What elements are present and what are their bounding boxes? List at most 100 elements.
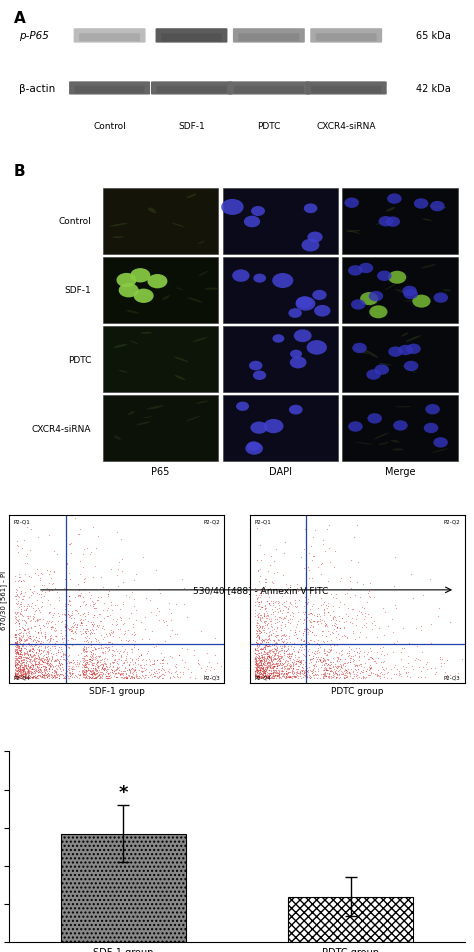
Point [17, 644, 24, 659]
Point [91, 669, 99, 684]
Point [259, 665, 266, 681]
Point [61, 638, 68, 653]
Point [274, 663, 282, 678]
Point [114, 665, 122, 681]
Point [107, 635, 114, 650]
Point [271, 666, 279, 682]
Point [27, 629, 34, 645]
Point [158, 645, 165, 661]
Point [117, 649, 125, 664]
Point [273, 659, 281, 674]
Point [45, 662, 53, 677]
Point [73, 652, 80, 667]
Point [44, 646, 52, 662]
Point [330, 662, 337, 677]
Point [132, 656, 139, 671]
Point [50, 639, 57, 654]
Point [280, 662, 288, 677]
Point [268, 669, 275, 684]
Point [323, 657, 331, 672]
Point [364, 606, 371, 622]
Point [23, 647, 31, 663]
Point [268, 665, 276, 681]
Point [212, 647, 219, 663]
Point [42, 656, 50, 671]
Point [43, 664, 51, 679]
Ellipse shape [205, 288, 219, 290]
Point [28, 665, 36, 681]
Point [260, 654, 268, 669]
Point [106, 655, 113, 670]
Point [265, 650, 273, 665]
Point [295, 659, 303, 674]
Point [255, 605, 263, 621]
Point [80, 662, 87, 677]
Point [282, 669, 290, 684]
Point [321, 664, 328, 680]
Point [310, 607, 318, 623]
Point [15, 641, 22, 656]
Point [45, 652, 52, 667]
Text: P2-Q4: P2-Q4 [14, 675, 30, 680]
Point [115, 663, 123, 678]
Point [132, 603, 140, 618]
Circle shape [147, 275, 167, 289]
Point [81, 644, 89, 659]
Point [310, 659, 317, 674]
Point [120, 670, 128, 685]
Point [30, 662, 37, 677]
Point [33, 650, 40, 665]
Point [271, 642, 279, 657]
Point [26, 644, 33, 659]
Point [82, 655, 90, 670]
Point [288, 654, 296, 669]
Point [35, 663, 42, 678]
Point [116, 602, 124, 617]
Point [125, 590, 132, 605]
Point [82, 666, 90, 682]
Point [24, 661, 31, 676]
Point [40, 637, 47, 652]
Point [140, 670, 147, 685]
Point [351, 657, 358, 672]
Point [261, 640, 268, 655]
Point [15, 612, 22, 627]
Point [58, 657, 66, 672]
Point [317, 608, 324, 624]
Point [128, 653, 136, 668]
Point [65, 641, 73, 656]
Point [19, 663, 27, 678]
Point [292, 669, 300, 684]
Point [66, 598, 74, 613]
Ellipse shape [392, 448, 403, 451]
Point [264, 617, 271, 632]
Point [80, 663, 87, 678]
Point [301, 605, 309, 621]
Point [262, 667, 270, 683]
Point [11, 669, 19, 684]
Point [258, 621, 265, 636]
Point [281, 643, 288, 658]
Point [82, 645, 90, 660]
Point [257, 666, 265, 682]
Point [45, 639, 52, 654]
Point [275, 651, 283, 666]
Point [25, 622, 32, 637]
Point [328, 625, 336, 640]
Point [294, 654, 302, 669]
Point [367, 661, 375, 676]
Bar [342, 258, 458, 324]
Point [278, 606, 286, 622]
Point [82, 624, 89, 639]
Point [121, 642, 129, 657]
Point [271, 650, 278, 665]
Point [345, 664, 353, 680]
Point [47, 659, 55, 674]
Point [155, 670, 162, 685]
Point [257, 582, 265, 597]
Point [363, 662, 371, 677]
Point [150, 669, 158, 684]
Point [342, 667, 349, 683]
Point [303, 621, 310, 636]
Point [346, 615, 354, 630]
